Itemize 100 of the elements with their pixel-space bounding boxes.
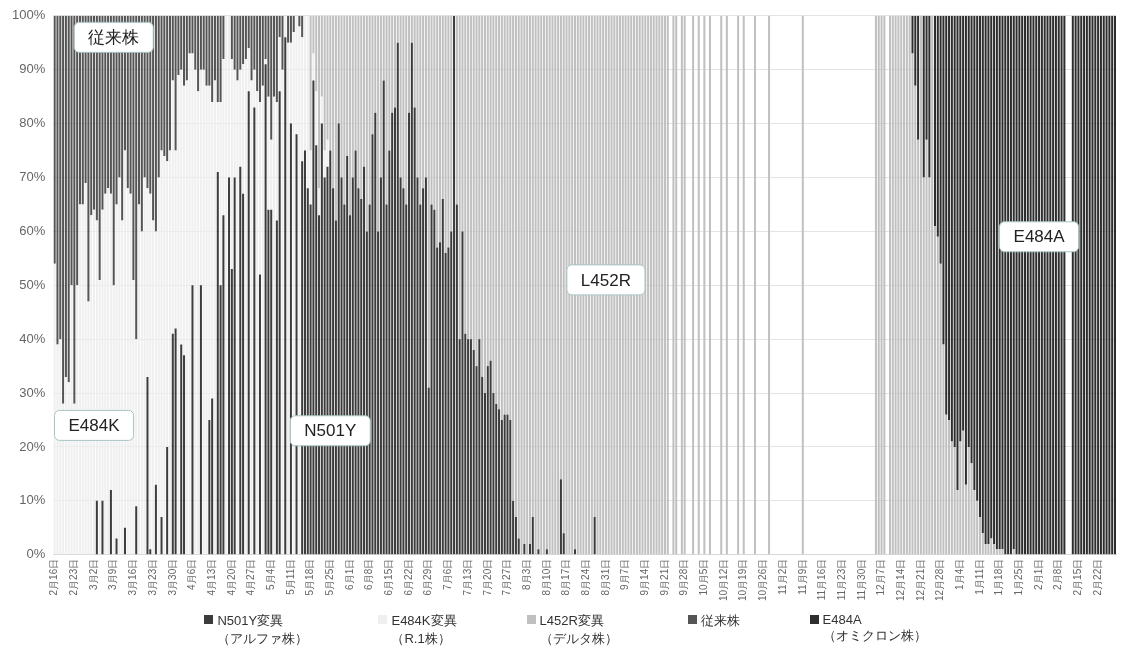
bar [897, 15, 900, 555]
bar [318, 188, 321, 216]
bar [216, 15, 219, 103]
bar [1077, 15, 1080, 555]
bar [374, 112, 377, 555]
bar [576, 15, 579, 555]
x-tick-label: 9月28日 [678, 558, 690, 596]
bar [174, 15, 177, 151]
bar [166, 15, 169, 162]
bar [1108, 15, 1111, 555]
bar [888, 15, 891, 555]
bar [385, 15, 388, 205]
bar [211, 15, 214, 103]
x-tick-label: 1月11日 [973, 558, 985, 595]
bar [573, 549, 576, 555]
annotation: 従来株 [88, 28, 140, 48]
bar [424, 177, 427, 555]
legend-label: L452R変異（デルタ株） [539, 612, 618, 648]
legend-label: E484A（オミクロン株） [822, 612, 927, 645]
bar [1012, 549, 1015, 555]
annotation: E484A [1013, 227, 1066, 247]
bar [962, 430, 965, 555]
bar [548, 15, 551, 555]
bar [343, 15, 346, 205]
bar [377, 15, 380, 232]
bar [247, 91, 250, 555]
annotation: L452R [580, 270, 631, 290]
x-tick-label: 3月16日 [127, 558, 139, 596]
bar [354, 150, 357, 555]
bar [453, 15, 456, 555]
bar [990, 538, 993, 555]
bar [998, 549, 1001, 555]
bar [652, 15, 655, 555]
bar [987, 543, 990, 555]
y-tick-label: 30% [19, 384, 46, 400]
bar [135, 506, 138, 555]
y-tick-label: 10% [19, 492, 46, 508]
bar [638, 15, 641, 555]
bar [233, 177, 236, 555]
bar [222, 215, 225, 555]
bar [275, 15, 278, 103]
bar [228, 177, 231, 555]
bar [680, 15, 683, 555]
bar [146, 376, 149, 555]
bar [506, 414, 509, 555]
bar [554, 15, 557, 555]
bar [998, 15, 1001, 550]
bar [56, 15, 59, 345]
bar [526, 15, 529, 555]
bar [666, 15, 669, 555]
x-tick-label: 6月8日 [363, 558, 375, 590]
x-tick-label: 11月16日 [816, 558, 828, 601]
bar [540, 15, 543, 555]
x-tick-label: 6月1日 [343, 558, 355, 590]
x-tick-label: 11月23日 [835, 558, 847, 601]
bar [919, 15, 922, 555]
x-tick-label: 10月12日 [717, 558, 729, 601]
bar [1091, 15, 1094, 555]
bar [281, 15, 284, 70]
bar [571, 15, 574, 555]
x-tick-label: 5月11日 [284, 558, 296, 595]
bar [154, 15, 157, 232]
y-tick-label: 50% [19, 276, 46, 292]
bar [382, 80, 385, 555]
bar [219, 15, 222, 103]
bar [444, 15, 447, 253]
bar [166, 446, 169, 555]
bar [956, 15, 959, 491]
bar [334, 15, 337, 221]
bar [1074, 15, 1077, 555]
x-tick-label: 10月19日 [737, 558, 749, 601]
x-tick-label: 12月14日 [894, 558, 906, 601]
bar [1001, 549, 1004, 555]
bar [205, 15, 208, 86]
y-tick-label: 100% [12, 7, 46, 23]
bar [568, 15, 571, 555]
bar [1102, 15, 1105, 555]
bar [925, 139, 928, 555]
x-tick-label: 9月14日 [639, 558, 651, 596]
bar [211, 398, 214, 555]
bar [348, 15, 351, 216]
bar [101, 500, 104, 555]
bar [984, 15, 987, 544]
x-tick-label: 10月26日 [757, 558, 769, 601]
annotation: N501Y [304, 421, 357, 441]
bar [62, 15, 65, 404]
bar [883, 15, 886, 555]
bar [410, 42, 413, 555]
bar [73, 15, 76, 404]
bar [1071, 15, 1074, 555]
bar [264, 64, 267, 555]
bar [1001, 15, 1004, 550]
bar [630, 15, 633, 555]
bar [708, 15, 711, 555]
bar [900, 15, 903, 555]
bar [301, 15, 304, 38]
annotation: E484K [68, 416, 121, 436]
x-tick-label: 5月18日 [304, 558, 316, 596]
bar [478, 339, 481, 555]
bar [405, 15, 408, 205]
